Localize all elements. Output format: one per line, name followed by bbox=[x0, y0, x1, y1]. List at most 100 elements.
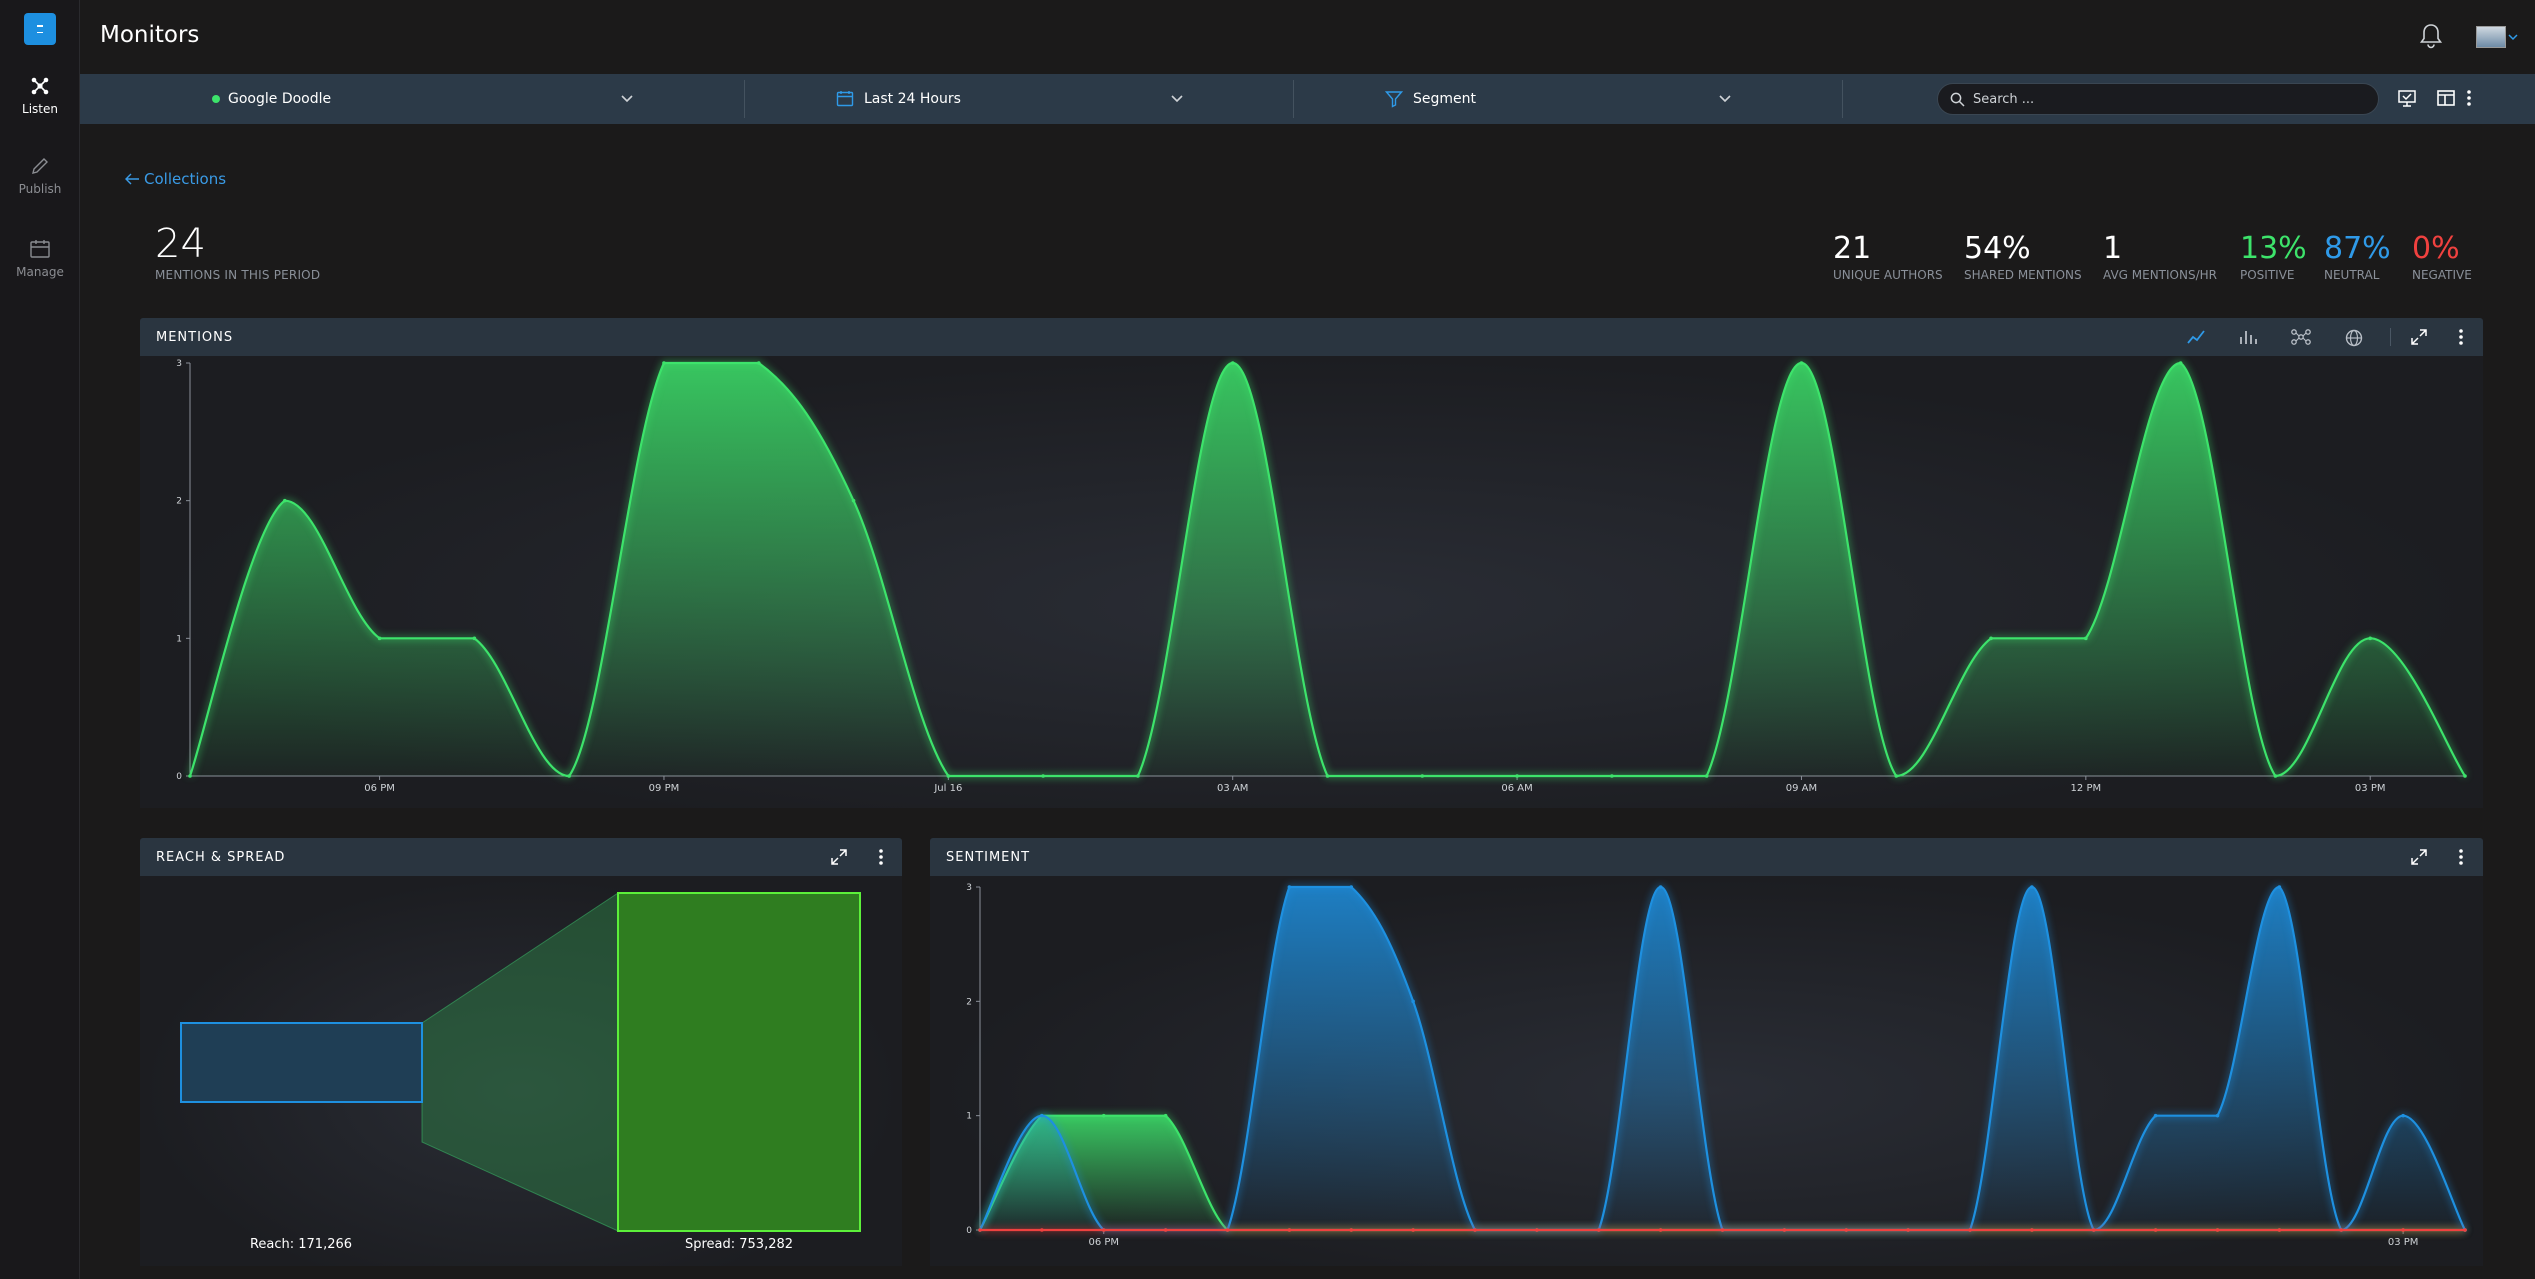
data-point bbox=[2084, 636, 2088, 641]
data-point bbox=[1720, 1228, 1725, 1232]
period-selector[interactable]: Last 24 Hours bbox=[836, 74, 1266, 124]
data-point bbox=[1420, 774, 1425, 778]
reach-bar bbox=[180, 1022, 423, 1103]
data-point bbox=[1596, 1228, 1601, 1232]
panel-title: MENTIONS bbox=[156, 330, 234, 345]
stat-value: 87% bbox=[2324, 231, 2391, 266]
x-tick-label: Jul 16 bbox=[933, 783, 962, 794]
back-to-collections-link[interactable]: Collections bbox=[124, 170, 226, 188]
y-tick-label: 1 bbox=[966, 1112, 972, 1122]
mentions-count-label: MENTIONS IN THIS PERIOD bbox=[155, 268, 321, 282]
stat-positive: 13% POSITIVE bbox=[2240, 232, 2307, 283]
stat-label: AVG MENTIONS/HR bbox=[2103, 268, 2217, 282]
expand-icon[interactable] bbox=[2410, 328, 2428, 346]
mentions-panel: MENTIONS 0 1 2 3 06 PM 09 PM Jul 16 03 AM 06 AM 0… bbox=[140, 318, 2483, 808]
funnel-connector bbox=[421, 892, 619, 1232]
expand-icon[interactable] bbox=[830, 848, 848, 866]
panel-header: MENTIONS bbox=[140, 318, 2483, 356]
data-point bbox=[1411, 999, 1415, 1004]
data-point bbox=[2091, 1228, 2096, 1232]
period-label: Last 24 Hours bbox=[864, 91, 961, 107]
status-dot bbox=[212, 95, 220, 103]
bar-chart-icon[interactable] bbox=[2238, 328, 2258, 346]
app-logo[interactable] bbox=[24, 13, 56, 45]
sidebar-item-label: Listen bbox=[22, 102, 58, 116]
layout-icon[interactable] bbox=[2436, 88, 2456, 108]
data-point bbox=[377, 636, 382, 641]
sidebar-item-publish[interactable]: Publish bbox=[0, 156, 80, 196]
data-point bbox=[1349, 1228, 1354, 1232]
segment-selector[interactable]: Segment bbox=[1385, 74, 1815, 124]
data-point bbox=[1968, 1228, 1972, 1232]
mentions-chart-area: 0 1 2 3 06 PM 09 PM Jul 16 03 AM 06 AM 09 AM 12 PM… bbox=[140, 356, 2483, 808]
chevron-down-icon[interactable] bbox=[1170, 94, 1184, 104]
data-point bbox=[2215, 1228, 2220, 1232]
y-tick-label: 0 bbox=[966, 1226, 972, 1236]
data-point bbox=[1230, 361, 1235, 365]
data-point bbox=[1782, 1228, 1787, 1232]
data-point bbox=[2030, 885, 2034, 889]
more-vertical-icon[interactable] bbox=[2456, 848, 2466, 866]
network-icon[interactable] bbox=[2290, 328, 2312, 346]
reach-spread-area: Reach: 171,266 Spread: 753,282 bbox=[140, 876, 902, 1266]
chevron-down-icon[interactable] bbox=[1718, 94, 1732, 104]
x-tick-label: 09 AM bbox=[1786, 783, 1817, 794]
data-point bbox=[2463, 774, 2467, 778]
data-point bbox=[756, 361, 761, 365]
x-tick-label: 06 PM bbox=[364, 783, 395, 794]
sidebar-item-label: Publish bbox=[18, 182, 62, 196]
sidebar-item-label: Manage bbox=[16, 265, 64, 279]
monitor-selector[interactable]: Google Doodle bbox=[212, 74, 732, 124]
presentation-icon[interactable] bbox=[2397, 88, 2417, 108]
data-point bbox=[1163, 1228, 1168, 1232]
reach-spread-panel: REACH & SPREAD Reach: 171,266 Spread: 75… bbox=[140, 838, 902, 1266]
data-point bbox=[1325, 774, 1330, 778]
chevron-down-icon[interactable] bbox=[2508, 32, 2518, 42]
top-header: Monitors bbox=[80, 0, 2535, 74]
sidebar-item-listen[interactable]: Listen bbox=[0, 76, 80, 116]
spread-label: Spread: 753,282 bbox=[685, 1237, 793, 1252]
bell-icon[interactable] bbox=[2418, 22, 2444, 50]
data-point bbox=[1163, 1113, 1168, 1118]
more-vertical-icon[interactable] bbox=[2456, 328, 2466, 346]
mentions-summary: 24 MENTIONS IN THIS PERIOD bbox=[155, 222, 320, 282]
stat-value: 0% bbox=[2412, 231, 2460, 266]
data-point bbox=[2215, 1113, 2220, 1118]
avatar[interactable] bbox=[2476, 26, 2506, 48]
search-input[interactable] bbox=[1973, 91, 2353, 107]
data-point bbox=[2339, 1228, 2344, 1232]
data-point bbox=[1136, 774, 1140, 778]
data-point bbox=[1844, 1228, 1849, 1232]
mentions-count: 24 bbox=[155, 221, 206, 267]
stat-value: 1 bbox=[2103, 231, 2123, 266]
data-point bbox=[1515, 774, 1519, 778]
series-area bbox=[980, 887, 2465, 1230]
data-point bbox=[2030, 1228, 2034, 1232]
chevron-down-icon[interactable] bbox=[620, 94, 634, 104]
data-point bbox=[2401, 1228, 2405, 1232]
x-tick-label: 03 PM bbox=[2388, 1237, 2419, 1248]
data-point bbox=[2153, 1228, 2158, 1232]
mentions-chart: 0 1 2 3 06 PM 09 PM Jul 16 03 AM 06 AM 09 AM 12 PM… bbox=[176, 359, 2467, 794]
stat-negative: 0% NEGATIVE bbox=[2412, 231, 2472, 283]
expand-icon[interactable] bbox=[2410, 848, 2428, 866]
data-point bbox=[851, 498, 856, 503]
line-chart-icon[interactable] bbox=[2186, 328, 2206, 346]
divider bbox=[2390, 328, 2391, 346]
y-tick-label: 0 bbox=[176, 772, 182, 782]
more-vertical-icon[interactable] bbox=[2464, 88, 2474, 108]
globe-icon[interactable] bbox=[2344, 328, 2364, 348]
sidebar-item-manage[interactable]: Manage bbox=[0, 239, 80, 279]
panel-title: SENTIMENT bbox=[946, 850, 1031, 865]
stat-label: NEGATIVE bbox=[2412, 268, 2472, 282]
data-point bbox=[2401, 1113, 2405, 1118]
data-point bbox=[2273, 774, 2278, 778]
data-point bbox=[1040, 1113, 1044, 1118]
data-point bbox=[662, 361, 666, 365]
data-point bbox=[1473, 1228, 1477, 1232]
data-point bbox=[1658, 885, 1663, 889]
more-vertical-icon[interactable] bbox=[876, 848, 886, 866]
data-point bbox=[1101, 1113, 1106, 1118]
search-box bbox=[1937, 83, 2379, 115]
